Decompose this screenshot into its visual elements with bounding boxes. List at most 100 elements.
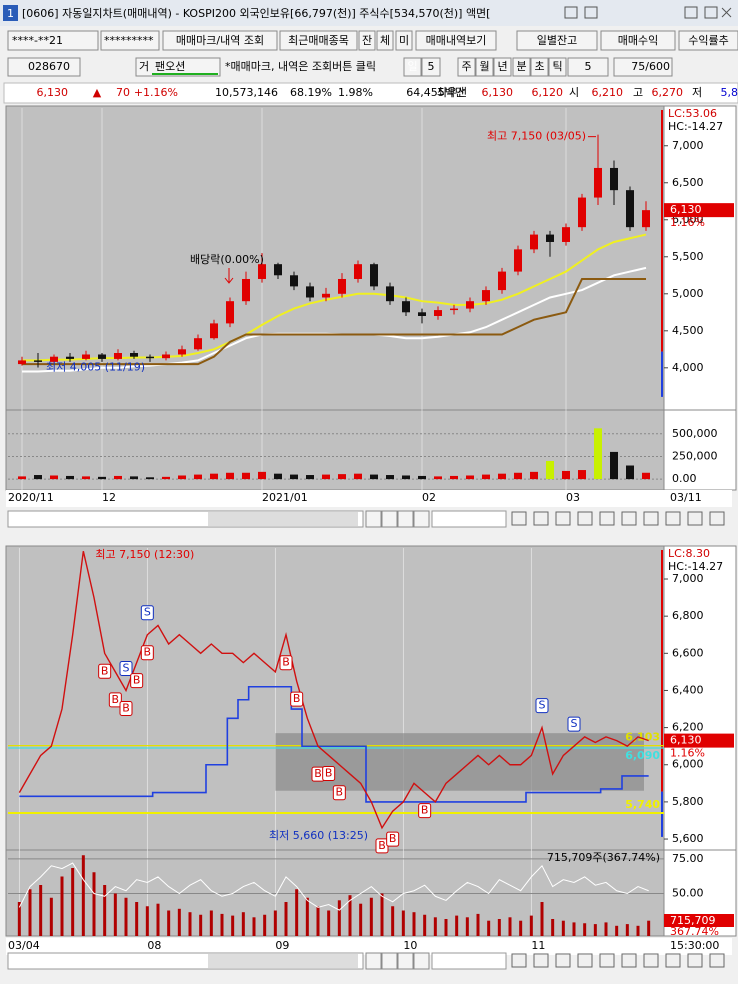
tool-icon[interactable] [621,511,637,526]
nav-button[interactable] [397,952,414,970]
period-label[interactable]: 5 [428,60,435,73]
button-label[interactable]: 매매수익 [618,34,658,47]
input[interactable] [7,57,81,77]
tool-icon[interactable] [511,953,527,968]
tool-icon[interactable] [643,511,659,526]
zoom-slider[interactable] [431,952,507,970]
period-label[interactable]: 일 [407,59,417,73]
tool-icon[interactable] [555,511,571,526]
osc-tick-label: 50.00 [672,887,704,900]
candle-body [322,293,330,298]
scroll-thumb[interactable] [208,512,358,526]
nav-button[interactable] [365,952,382,970]
tool-icon[interactable] [709,953,725,968]
volume-bar [530,471,538,480]
volume-bar [615,925,619,936]
volume-bar [578,470,586,480]
button[interactable] [279,30,358,51]
button[interactable] [358,30,376,51]
button-label[interactable]: 최근매매종목 [288,34,349,47]
tool-icon[interactable] [687,511,703,526]
tool-icon[interactable] [687,953,703,968]
tool-icon[interactable] [511,511,527,526]
x-tick-label: 2020/11 [8,491,54,504]
window-controls[interactable] [564,6,732,19]
nav-button[interactable] [397,510,414,528]
quote-item: 6,210 [592,86,624,99]
tool-icon[interactable] [577,511,593,526]
button-label[interactable]: 잔 [362,34,372,47]
period-label[interactable]: 초 [534,60,544,73]
button-label[interactable]: 체 [380,34,390,47]
tool-icon[interactable] [555,953,571,968]
button-label[interactable]: 미 [399,34,409,47]
period-button[interactable] [403,57,422,77]
candle-body [130,353,138,357]
period-button[interactable] [548,57,567,77]
input[interactable] [100,30,160,51]
period-button[interactable] [493,57,512,77]
zoom-slider[interactable] [431,510,507,528]
tool-icon[interactable] [577,953,593,968]
button[interactable] [678,30,738,51]
button-label[interactable]: 매매마크/내역 조회 [176,34,264,47]
volume-bar [647,920,651,936]
tool-icon[interactable] [665,511,681,526]
control[interactable] [704,6,718,19]
nav-button[interactable] [413,952,430,970]
volume-bar [60,876,64,936]
tool-icon[interactable] [665,953,681,968]
nav-button[interactable] [365,510,382,528]
candle-body [370,264,378,287]
control[interactable] [684,6,698,19]
period-label[interactable]: 분 [516,60,526,73]
tool-icon[interactable] [533,953,549,968]
button[interactable] [376,30,394,51]
volume-bar [551,919,555,936]
tool-icon[interactable] [599,511,615,526]
nav-button[interactable] [381,952,398,970]
period-label[interactable]: 월 [479,60,489,73]
button-label[interactable]: 수익률추 [688,34,728,47]
tool-icon[interactable] [643,953,659,968]
control[interactable] [564,6,578,19]
tool-icon[interactable] [599,953,615,968]
button[interactable] [415,30,497,51]
period-button[interactable] [421,57,441,77]
tool-icon[interactable] [621,953,637,968]
candle-body [306,286,314,298]
candle-body [146,356,154,359]
period-button[interactable] [567,57,609,77]
close-icon[interactable] [721,7,732,18]
period-button[interactable] [512,57,531,77]
candle-body [178,349,186,355]
input[interactable] [7,30,99,51]
nav-button[interactable] [413,510,430,528]
period-label[interactable]: 5 [585,60,592,73]
button[interactable] [395,30,413,51]
volume-bar [444,919,448,936]
volume-bar [274,473,282,480]
period-label[interactable]: 주 [461,60,471,73]
period-button[interactable] [457,57,476,77]
volume-bar [145,906,149,936]
period-button[interactable] [530,57,549,77]
quote-item: 고 [633,86,643,99]
control[interactable] [584,6,598,19]
period-label[interactable]: 년 [497,60,507,73]
button[interactable] [162,30,278,51]
volume-bar [114,475,122,480]
button-label[interactable]: 매매내역보기 [426,34,487,47]
button[interactable] [516,30,598,51]
tool-icon[interactable] [709,511,725,526]
tool-icon[interactable] [533,511,549,526]
button[interactable] [600,30,676,51]
button-label[interactable]: 일별잔고 [537,33,577,47]
period-label[interactable]: 틱 [552,60,562,73]
scroll-thumb[interactable] [208,954,358,968]
input[interactable] [135,57,221,77]
period-button[interactable] [475,57,494,77]
input[interactable] [613,57,673,77]
signal-marker [279,655,293,671]
nav-button[interactable] [381,510,398,528]
